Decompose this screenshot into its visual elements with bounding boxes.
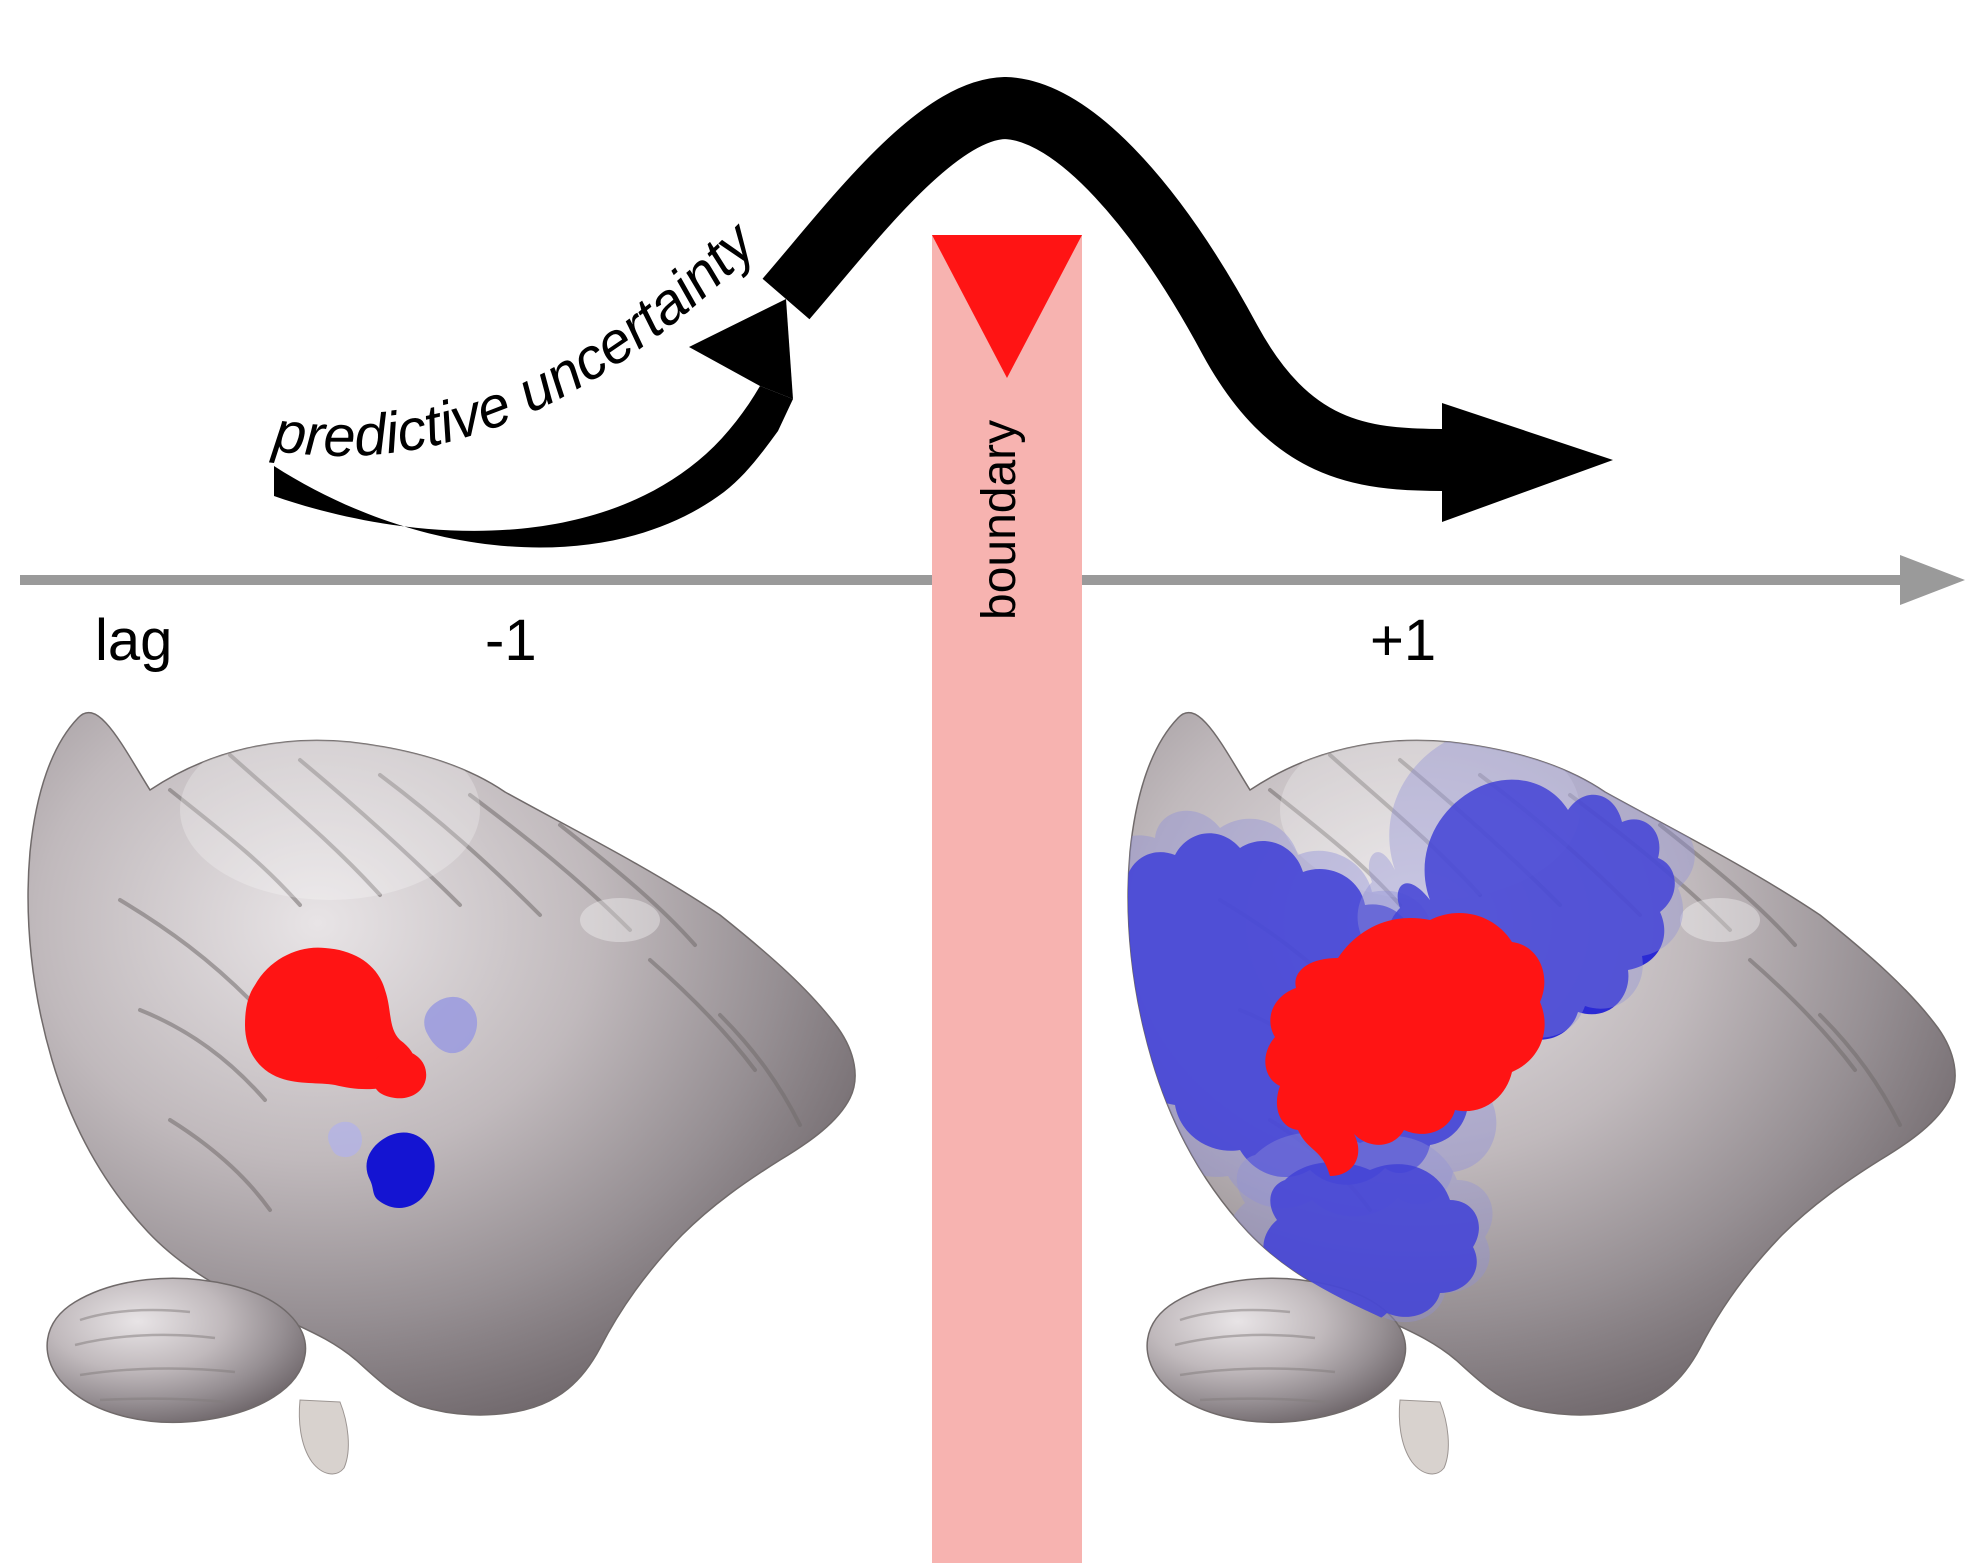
svg-text:boundary: boundary	[973, 420, 1026, 620]
svg-text:-1: -1	[485, 608, 537, 673]
svg-text:predictive uncertainty: predictive uncertainty	[268, 208, 769, 469]
svg-text:lag: lag	[95, 608, 172, 673]
svg-text:+1: +1	[1370, 608, 1436, 673]
